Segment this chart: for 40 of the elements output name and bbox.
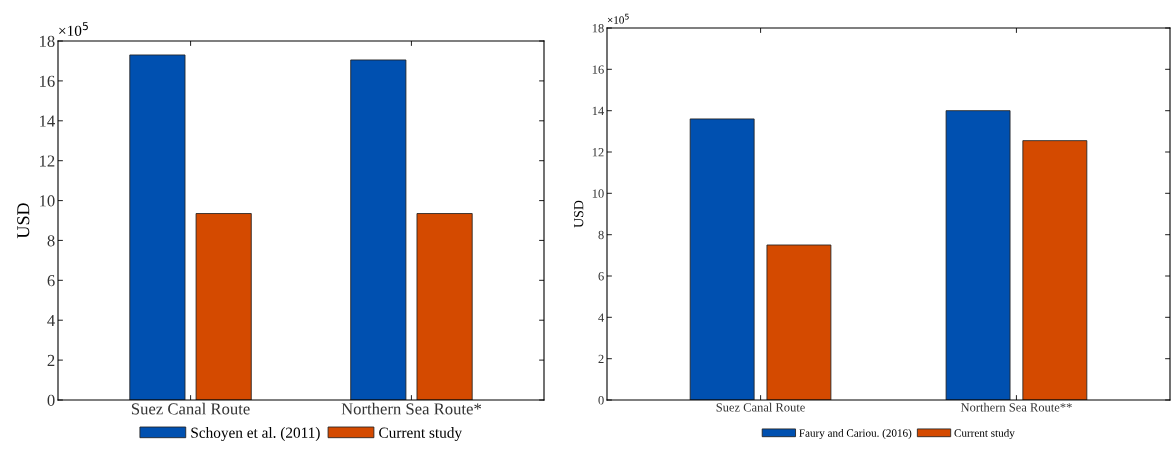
y-tick-label: 14 bbox=[592, 106, 605, 115]
y-tick-label: 0 bbox=[47, 394, 55, 406]
legend-label: Current study bbox=[379, 427, 463, 441]
y-axis-title: USD bbox=[17, 203, 30, 239]
y-tick-label: 18 bbox=[40, 35, 55, 47]
y-tick-label: 12 bbox=[592, 148, 604, 157]
bar bbox=[350, 59, 407, 400]
y-tick-label: 4 bbox=[598, 313, 605, 322]
bar bbox=[1022, 140, 1088, 400]
y-tick-label: 10 bbox=[592, 189, 604, 198]
legend-label: Faury and Cariou. (2016) bbox=[799, 428, 912, 440]
text: ×10$^{5}$ bbox=[59, 22, 88, 36]
y-tick-label: 18 bbox=[592, 24, 604, 33]
bar bbox=[195, 213, 252, 400]
x-tick-label: Suez Canal Route bbox=[716, 402, 805, 412]
bar bbox=[129, 54, 186, 400]
y-tick-label: 10 bbox=[40, 195, 55, 207]
x-tick-label: Northern Sea Route* bbox=[341, 402, 482, 415]
bar bbox=[689, 118, 755, 400]
y-tick-label: 12 bbox=[40, 155, 55, 167]
bar bbox=[945, 110, 1011, 400]
legend-label: Current study bbox=[954, 428, 1015, 440]
x-tick-label: Suez Canal Route bbox=[131, 402, 250, 415]
y-tick-label: 6 bbox=[598, 272, 604, 281]
x-tick-label: Northern Sea Route** bbox=[960, 402, 1072, 412]
y-tick-label: 0 bbox=[598, 396, 604, 405]
y-tick-label: 2 bbox=[598, 354, 604, 363]
y-tick-label: 8 bbox=[47, 235, 55, 247]
y-axis-title: USD bbox=[574, 200, 584, 228]
text: ×10$^{5}$ bbox=[607, 13, 629, 24]
y-tick-label: 2 bbox=[47, 354, 55, 366]
legend-label: Schoyen et al. (2011) bbox=[191, 427, 320, 441]
y-tick-label: 16 bbox=[40, 75, 55, 87]
y-tick-label: 16 bbox=[592, 65, 604, 74]
y-tick-label: 14 bbox=[40, 115, 55, 127]
bar bbox=[766, 244, 832, 400]
y-tick-label: 6 bbox=[47, 275, 55, 287]
bar bbox=[416, 213, 473, 400]
y-tick-label: 8 bbox=[598, 230, 604, 240]
y-tick-label: 4 bbox=[47, 315, 55, 326]
